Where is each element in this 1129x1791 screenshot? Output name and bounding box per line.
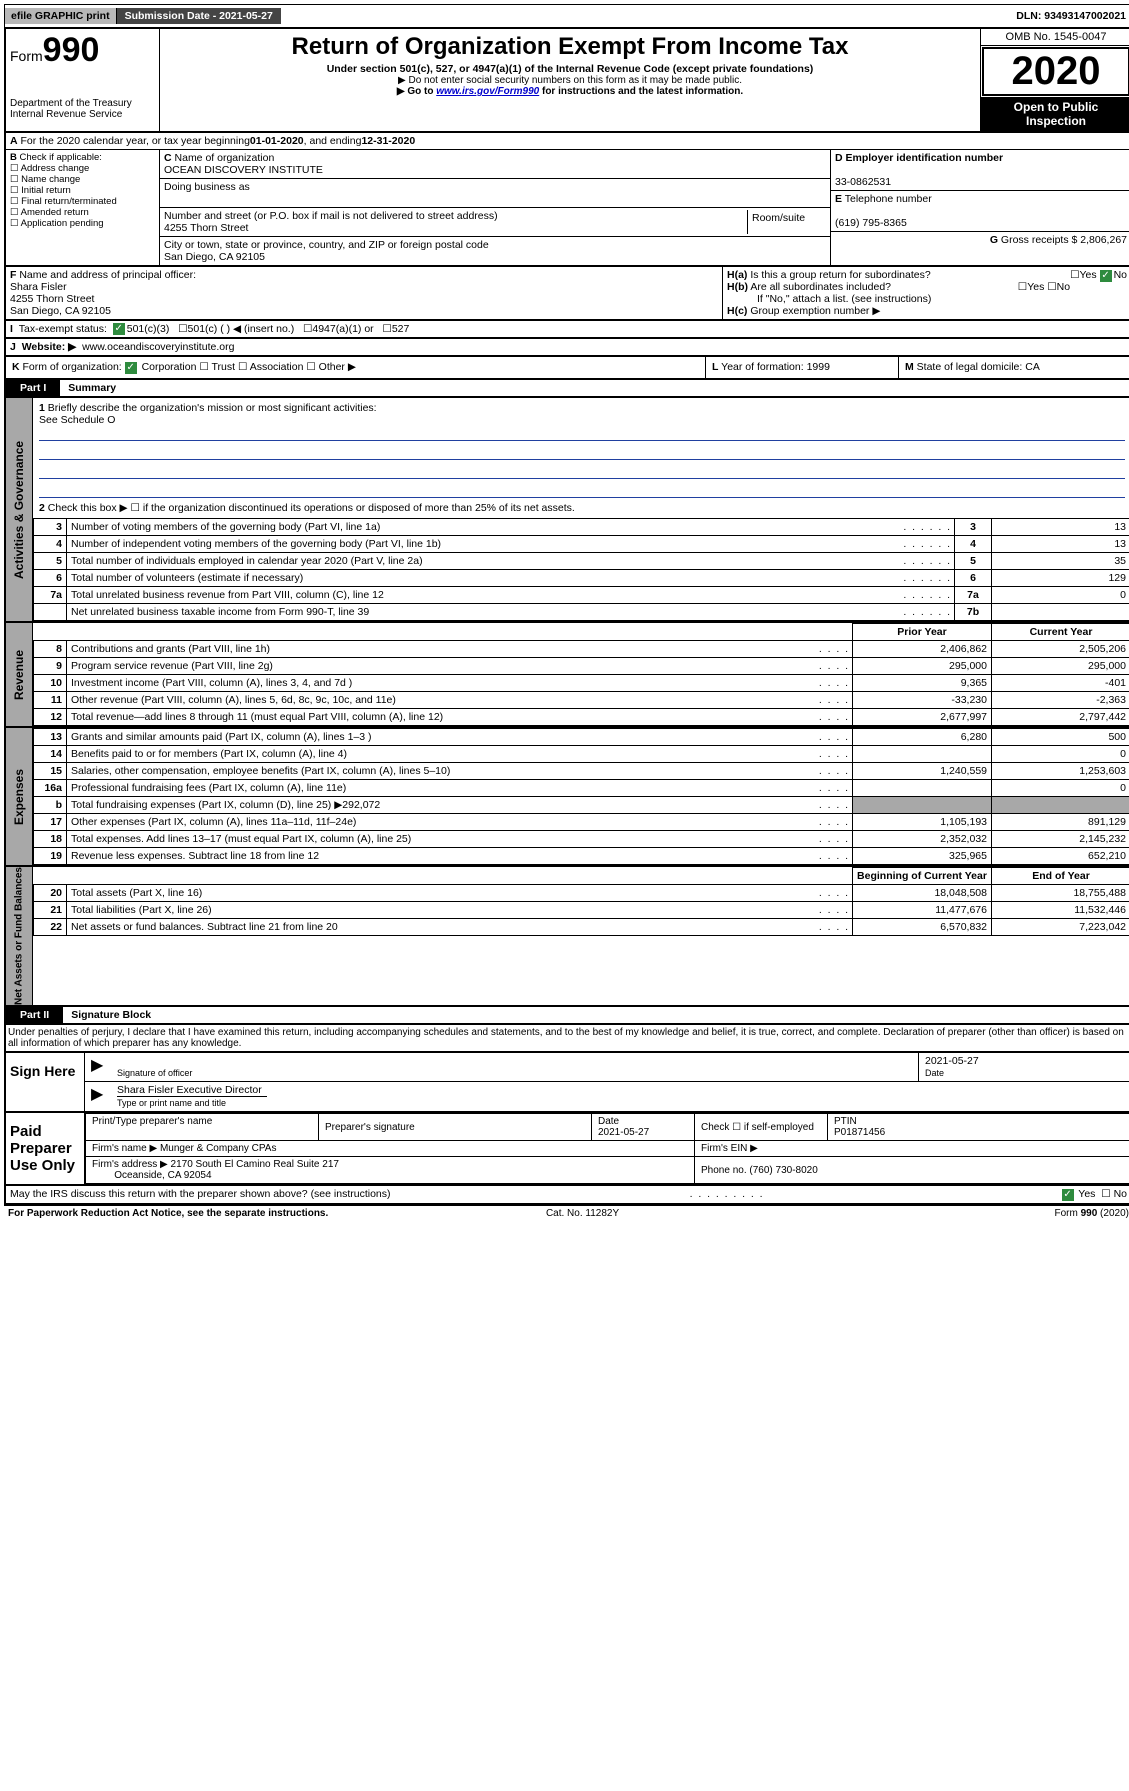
ein: 33-0862531 bbox=[835, 176, 891, 188]
part1-expenses: Expenses 13Grants and similar amounts pa… bbox=[4, 728, 1129, 867]
efile-label[interactable]: efile GRAPHIC print bbox=[5, 8, 117, 24]
irs-label: Internal Revenue Service bbox=[10, 109, 155, 120]
phone: (619) 795-8365 bbox=[835, 217, 907, 229]
row-f-h: F Name and address of principal officer:… bbox=[4, 267, 1129, 321]
info-grid: B Check if applicable: ☐ Address change … bbox=[4, 150, 1129, 267]
form-header: Form990 Department of the Treasury Inter… bbox=[4, 28, 1129, 133]
cb-amended[interactable]: ☐ Amended return bbox=[10, 207, 89, 218]
gross-receipts: 2,806,267 bbox=[1080, 234, 1127, 246]
row-j: J Website: ▶ www.oceandiscoveryinstitute… bbox=[4, 339, 1129, 357]
sign-here-block: Sign Here ▶ Signature of officer 2021-05… bbox=[4, 1053, 1129, 1113]
cb-address[interactable]: ☐ Address change bbox=[10, 163, 89, 174]
form-ref: Form 990 (2020) bbox=[1054, 1208, 1128, 1219]
check-icon: ✓ bbox=[1062, 1189, 1074, 1201]
row-i: I Tax-exempt status: ✓ 501(c)(3) ☐ 501(c… bbox=[4, 321, 1129, 339]
dln-label: DLN: 93493147002021 bbox=[1010, 8, 1129, 24]
perjury-declaration: Under penalties of perjury, I declare th… bbox=[4, 1025, 1129, 1053]
page-footer: For Paperwork Reduction Act Notice, see … bbox=[4, 1205, 1129, 1221]
part2-header: Part II Signature Block bbox=[4, 1007, 1129, 1025]
org-city: San Diego, CA 92105 bbox=[164, 251, 265, 263]
officer-name: Shara Fisler bbox=[10, 281, 67, 293]
box-c: C Name of organization OCEAN DISCOVERY I… bbox=[160, 150, 830, 265]
row-k: K Form of organization: ✓ Corporation ☐ … bbox=[4, 357, 1129, 380]
paid-preparer-block: Paid Preparer Use Only Print/Type prepar… bbox=[4, 1113, 1129, 1186]
part1-netassets: Net Assets or Fund Balances Beginning of… bbox=[4, 867, 1129, 1007]
cb-name[interactable]: ☐ Name change bbox=[10, 174, 80, 185]
irs-link[interactable]: www.irs.gov/Form990 bbox=[436, 86, 539, 97]
ssn-note: Do not enter social security numbers on … bbox=[166, 75, 974, 86]
part1-revenue: Revenue Prior YearCurrent Year 8Contribu… bbox=[4, 623, 1129, 728]
form-number: Form990 bbox=[10, 31, 155, 70]
check-icon: ✓ bbox=[1100, 270, 1112, 282]
cb-initial[interactable]: ☐ Initial return bbox=[10, 185, 71, 196]
omb-number: OMB No. 1545-0047 bbox=[981, 29, 1129, 46]
box-b: B Check if applicable: ☐ Address change … bbox=[6, 150, 160, 265]
top-bar: efile GRAPHIC print Submission Date - 20… bbox=[4, 4, 1129, 28]
website[interactable]: www.oceandiscoveryinstitute.org bbox=[82, 341, 234, 353]
org-name: OCEAN DISCOVERY INSTITUTE bbox=[164, 164, 323, 176]
discuss-row: May the IRS discuss this return with the… bbox=[4, 1186, 1129, 1205]
cb-pending[interactable]: ☐ Application pending bbox=[10, 218, 104, 229]
row-a-tax-year: A For the 2020 calendar year, or tax yea… bbox=[4, 133, 1129, 150]
check-icon: ✓ bbox=[125, 362, 137, 374]
check-icon: ✓ bbox=[113, 323, 125, 335]
form-subtitle: Under section 501(c), 527, or 4947(a)(1)… bbox=[166, 63, 974, 75]
dept-label: Department of the Treasury bbox=[10, 98, 155, 109]
goto-note: Go to www.irs.gov/Form990 for instructio… bbox=[166, 86, 974, 97]
cb-final[interactable]: ☐ Final return/terminated bbox=[10, 196, 117, 207]
box-r: D Employer identification number33-08625… bbox=[830, 150, 1129, 265]
part1-governance: Activities & Governance 1 Briefly descri… bbox=[4, 398, 1129, 623]
submission-date: Submission Date - 2021-05-27 bbox=[117, 8, 281, 24]
form-title: Return of Organization Exempt From Incom… bbox=[166, 33, 974, 61]
open-inspection: Open to Public Inspection bbox=[981, 97, 1129, 131]
tax-year: 2020 bbox=[982, 47, 1129, 96]
org-street: 4255 Thorn Street bbox=[164, 222, 248, 234]
part1-header: Part I Summary bbox=[4, 380, 1129, 398]
